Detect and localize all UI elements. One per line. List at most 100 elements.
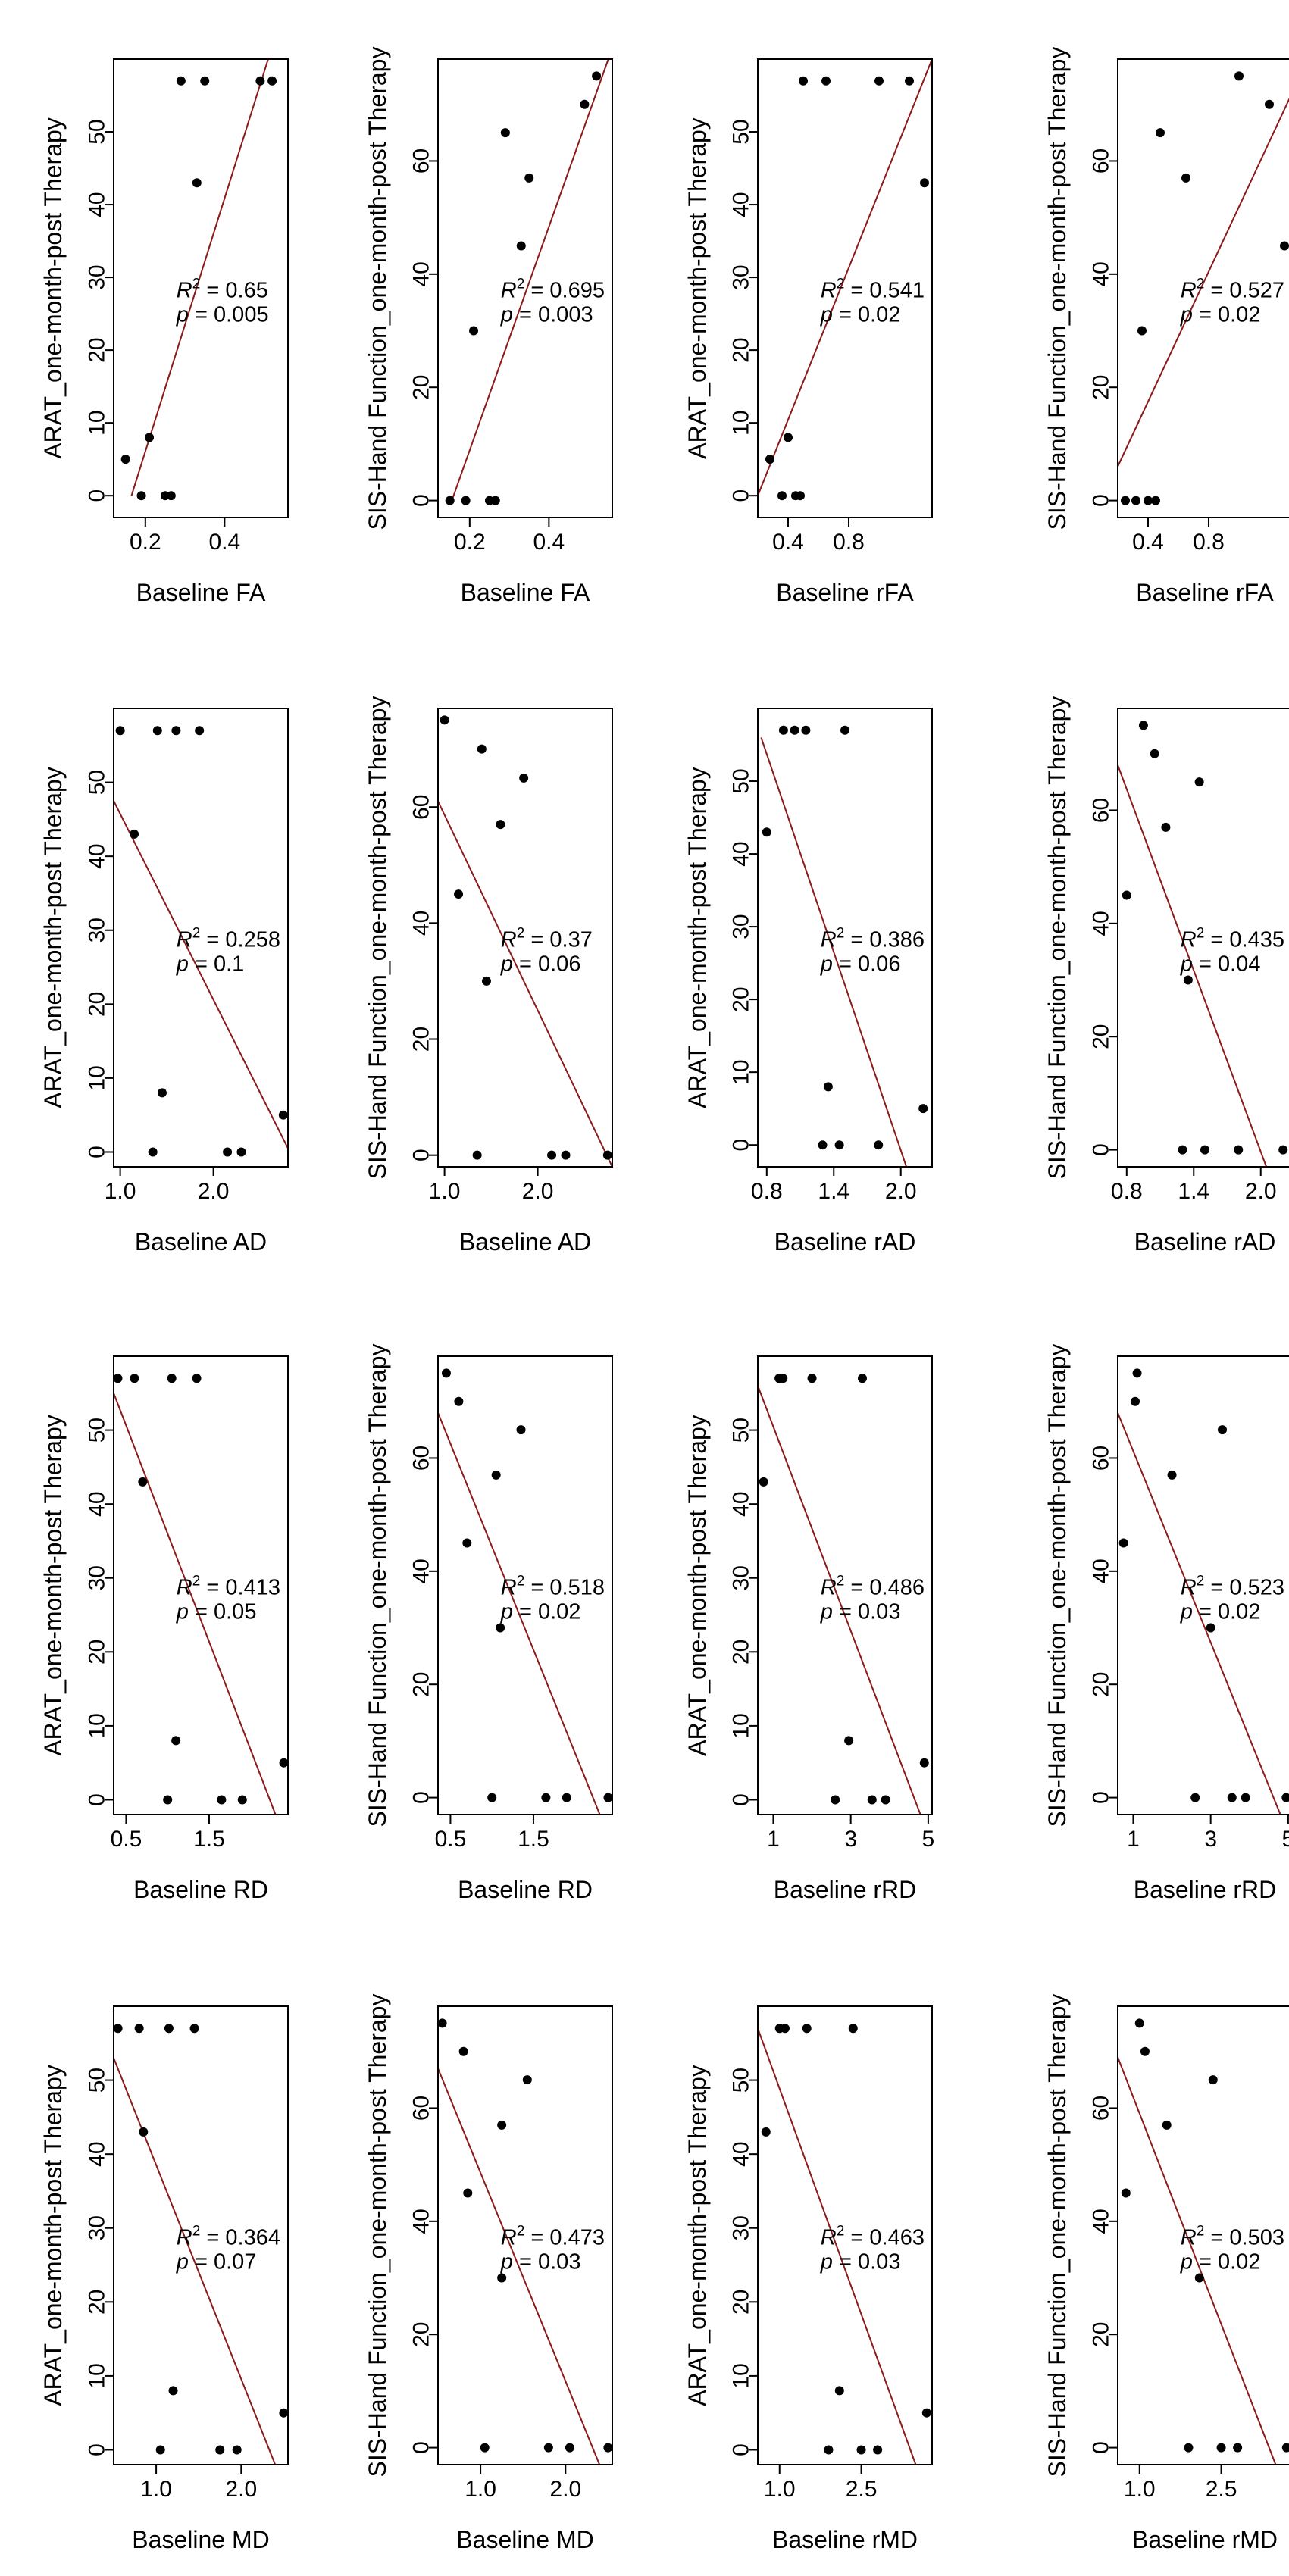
r-squared-value: 0.413 (225, 1576, 280, 1600)
data-point (1140, 2046, 1150, 2056)
data-point (848, 2024, 858, 2034)
data-point (799, 76, 808, 86)
x-tick-label: 2.0 (522, 1179, 554, 1204)
plot-box (113, 1355, 289, 1815)
y-tick-label: 20 (729, 986, 754, 1011)
data-point (487, 1793, 497, 1802)
scatter-panel: 0.5 1.5 0 10 20 30 40 50 Baseline RD ARAT_one-mon… (39, 1355, 289, 1903)
y-tick-label: 20 (85, 1640, 110, 1665)
y-tick-label: 40 (85, 843, 110, 868)
data-point (796, 491, 805, 501)
p-value-label: p = 0.03 (820, 1600, 901, 1624)
data-point (580, 99, 590, 109)
data-point (440, 715, 449, 725)
r-squared-label: R2 = 0.413 (177, 1574, 280, 1600)
y-tick-label: 20 (729, 2290, 754, 2315)
data-point (1280, 241, 1289, 251)
regression-line (130, 59, 269, 496)
data-point (541, 1793, 551, 1802)
data-point (232, 2445, 242, 2455)
plot-box (757, 1355, 933, 1815)
data-point (834, 2386, 844, 2396)
y-tick-label: 50 (85, 119, 110, 144)
x-tick-label: 1.4 (1178, 1179, 1209, 1204)
data-point (807, 1374, 817, 1383)
x-tick-label: 0.5 (435, 1827, 467, 1852)
y-tick-label: 60 (1089, 1446, 1114, 1471)
data-point (1281, 2443, 1289, 2453)
data-point (1265, 99, 1274, 109)
r-squared-label: R2 = 0.518 (501, 1574, 605, 1600)
data-point (761, 2127, 771, 2137)
y-tick-label: 0 (409, 2441, 434, 2454)
data-point (192, 178, 202, 188)
r-squared-label: R2 = 0.463 (821, 2224, 925, 2250)
p-value-label: p = 0.03 (820, 2250, 901, 2274)
data-point (1227, 1793, 1237, 1802)
y-tick-label: 20 (85, 337, 110, 362)
x-tick-label: 2.0 (198, 1179, 230, 1204)
plot-box (113, 708, 289, 1168)
x-tick-label: 0.2 (454, 530, 486, 555)
y-axis-label: SIS-Hand Function_one-month-post Therapy (364, 1344, 391, 1827)
y-tick-label: 10 (729, 410, 754, 435)
data-point (1216, 2443, 1226, 2453)
data-point (1234, 71, 1244, 81)
x-tick-label: 0.4 (772, 530, 804, 555)
y-axis-label: SIS-Hand Function_one-month-post Therapy (364, 696, 391, 1180)
r-squared-value: 0.527 (1229, 279, 1284, 303)
x-tick-label: 2.0 (225, 2477, 257, 2502)
y-tick-label: 40 (409, 2209, 434, 2234)
y-tick-label: 50 (729, 768, 754, 793)
data-point (454, 889, 464, 899)
plot-box (1117, 58, 1289, 518)
data-point (840, 725, 849, 735)
x-tick-label: 0.4 (1132, 530, 1164, 555)
regression-line (114, 2057, 277, 2465)
r-squared-label: R2 = 0.37 (501, 926, 593, 952)
x-tick-label: 1.0 (429, 1179, 461, 1204)
x-tick-label: 1.0 (764, 2477, 796, 2502)
y-tick-label: 0 (729, 489, 754, 502)
y-axis-label: SIS-Hand Function_one-month-post Therapy (1043, 1994, 1071, 2478)
data-point (163, 1795, 173, 1805)
x-tick-label: 1.4 (818, 1179, 849, 1204)
data-point (445, 496, 455, 505)
plot-box (757, 58, 933, 518)
data-point (223, 1147, 233, 1157)
y-tick-label: 60 (409, 1446, 434, 1471)
data-point (215, 2445, 225, 2455)
scatter-panel: 1.0 2.0 0 20 40 60 Baseline AD SIS-Hand Functio… (364, 696, 613, 1255)
x-axis-label: Baseline rMD (772, 2526, 918, 2553)
data-point (543, 2443, 553, 2453)
x-tick-label: 1.5 (193, 1827, 225, 1852)
scatter-panel: 0.8 1.4 2.0 0 20 40 60 Baseline rAD SIS-Hand Fun… (1043, 696, 1289, 1255)
p-value-label: p = 0.02 (820, 303, 901, 327)
regression-line (758, 2027, 917, 2465)
x-tick-label: 0.4 (533, 530, 565, 555)
scatter-panel: 1 3 5 0 20 40 60 Baseline rRD SIS-Hand Function_… (1043, 1344, 1289, 1903)
data-point (919, 1758, 929, 1768)
data-point (790, 725, 799, 735)
x-axis-label: Baseline rMD (1132, 2526, 1278, 2553)
data-point (920, 178, 929, 188)
data-point (200, 76, 210, 86)
data-point (1131, 496, 1140, 505)
data-point (874, 76, 884, 86)
data-point (1234, 1145, 1244, 1155)
y-axis-label: ARAT_one-month-post Therapy (684, 117, 711, 459)
p-value-label: p = 0.02 (1180, 303, 1261, 327)
y-tick-label: 40 (409, 911, 434, 936)
r-squared-label: R2 = 0.523 (1181, 1574, 1284, 1600)
y-tick-label: 10 (85, 1065, 110, 1090)
data-point (176, 76, 186, 86)
data-point (873, 2445, 883, 2455)
data-point (491, 1470, 501, 1480)
r-squared-label: R2 = 0.695 (501, 277, 605, 303)
y-tick-label: 30 (729, 264, 754, 289)
scatter-panel: 0.2 0.4 0 10 20 30 40 50 Baseline FA ARAT_one-mon… (39, 58, 289, 606)
data-point (1144, 496, 1153, 505)
y-tick-label: 40 (1089, 261, 1114, 286)
scatter-panel: 0.2 0.4 0 20 40 60 Baseline FA SIS-Hand Functio… (364, 47, 613, 606)
